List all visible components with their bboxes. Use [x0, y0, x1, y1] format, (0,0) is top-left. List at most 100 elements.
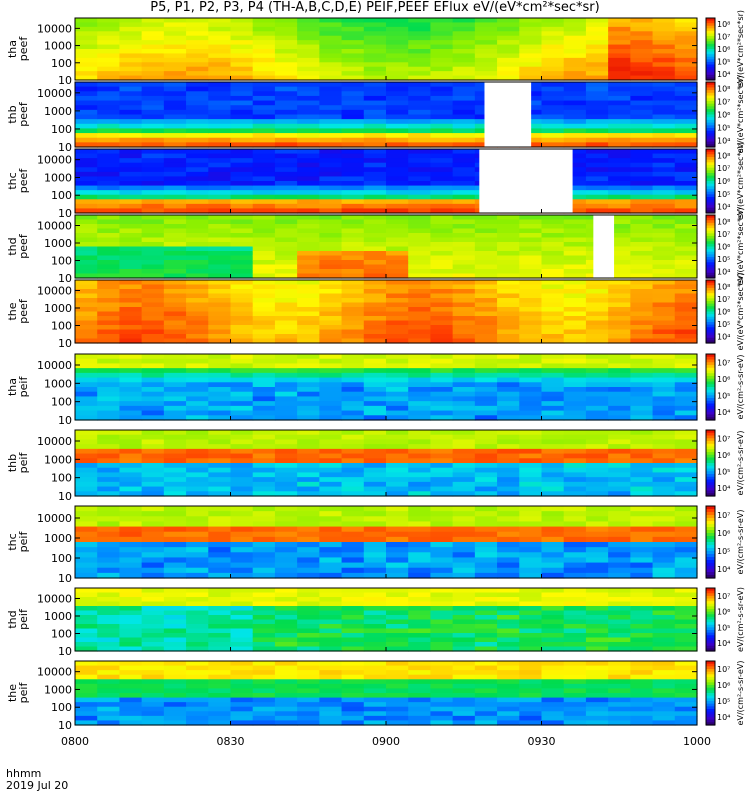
- heatmap-cell: [652, 415, 676, 421]
- heatmap-cell: [297, 683, 320, 690]
- heatmap-cell: [252, 162, 276, 168]
- heatmap-cell: [341, 26, 365, 32]
- heatmap-cell: [497, 382, 520, 388]
- heatmap-cell: [674, 670, 698, 676]
- heatmap-cell: [341, 715, 365, 722]
- heatmap-cell: [630, 208, 654, 214]
- heatmap-cell: [563, 706, 587, 712]
- heatmap-cell: [274, 511, 298, 517]
- heatmap-cell: [674, 674, 698, 680]
- heatmap-cell: [541, 391, 565, 398]
- heatmap-cell: [97, 531, 121, 538]
- heatmap-cell: [608, 467, 631, 474]
- heatmap-cell: [430, 255, 454, 261]
- heatmap-cell: [474, 448, 498, 455]
- heatmap-cell: [297, 511, 320, 517]
- y-axis-label: thc: [6, 533, 19, 550]
- heatmap-cell: [119, 22, 143, 28]
- heatmap-cell: [563, 711, 587, 717]
- heatmap-cell: [563, 251, 587, 257]
- heatmap-cell: [452, 606, 476, 612]
- heatmap-cell: [319, 477, 343, 483]
- x-tick-label: 0830: [217, 735, 245, 748]
- heatmap-cell: [341, 415, 365, 421]
- heatmap-cell: [186, 237, 209, 243]
- y-axis-label: thc: [6, 172, 19, 189]
- heatmap-cell: [75, 646, 98, 652]
- heatmap-cell: [630, 430, 654, 436]
- heatmap-cell: [563, 44, 587, 50]
- heatmap-cell: [519, 228, 543, 234]
- heatmap-cell: [430, 683, 454, 690]
- heatmap-cell: [563, 53, 587, 59]
- heatmap-cell: [630, 536, 654, 543]
- heatmap-cell: [630, 329, 654, 335]
- colorbar-tick-label: 10⁷: [717, 434, 730, 443]
- colorbar-cell: [706, 530, 715, 534]
- heatmap-cell: [186, 105, 209, 111]
- heatmap-cell: [585, 597, 609, 603]
- heatmap-cell: [297, 567, 320, 574]
- heatmap-cell: [563, 284, 587, 290]
- heatmap-cell: [141, 597, 165, 603]
- heatmap-cell: [674, 610, 698, 616]
- heatmap-cell: [252, 100, 276, 106]
- heatmap-cell: [119, 665, 143, 671]
- heatmap-cell: [252, 363, 276, 369]
- heatmap-cell: [341, 506, 365, 512]
- heatmap-cell: [208, 284, 232, 290]
- heatmap-cell: [430, 477, 454, 483]
- heatmap-cell: [297, 391, 320, 398]
- heatmap-cell: [674, 536, 698, 543]
- colorbar-cell: [706, 207, 715, 211]
- heatmap-cell: [519, 396, 543, 402]
- heatmap-cell: [341, 572, 365, 579]
- heatmap-cell: [208, 472, 232, 478]
- heatmap-cell: [97, 661, 121, 667]
- heatmap-cell: [75, 320, 98, 326]
- heatmap-cell: [319, 316, 343, 322]
- heatmap-cell: [363, 715, 387, 722]
- heatmap-cell: [119, 410, 143, 416]
- heatmap-cell: [452, 665, 476, 671]
- heatmap-cell: [230, 516, 254, 523]
- heatmap-cell: [341, 190, 365, 196]
- colorbar-cell: [706, 512, 715, 516]
- heatmap-cell: [75, 293, 98, 299]
- heatmap-cell: [608, 91, 631, 97]
- heatmap-cell: [408, 185, 432, 191]
- heatmap-cell: [274, 105, 298, 111]
- heatmap-cell: [630, 401, 654, 407]
- heatmap-cell: [363, 114, 387, 120]
- heatmap-cell: [230, 683, 254, 690]
- colorbar-cell: [706, 441, 715, 445]
- heatmap-cell: [408, 203, 432, 210]
- heatmap-cell: [186, 486, 209, 492]
- heatmap-cell: [141, 688, 165, 694]
- heatmap-cell: [119, 325, 143, 331]
- colorbar-tick-label: 10⁶: [717, 45, 730, 54]
- heatmap-cell: [386, 453, 409, 459]
- colorbar-cell: [706, 272, 715, 276]
- heatmap-cell: [430, 387, 454, 393]
- heatmap-cell: [363, 720, 387, 726]
- heatmap-cell: [519, 44, 543, 50]
- heatmap-cell: [230, 572, 254, 579]
- heatmap-cell: [674, 255, 698, 261]
- heatmap-cell: [452, 448, 476, 455]
- heatmap-cell: [519, 26, 543, 32]
- heatmap-cell: [319, 511, 343, 517]
- heatmap-cell: [608, 208, 631, 214]
- heatmap-cell: [563, 82, 587, 88]
- heatmap-cell: [297, 109, 320, 116]
- heatmap-cell: [430, 453, 454, 459]
- heatmap-cell: [230, 567, 254, 574]
- heatmap-cell: [452, 536, 476, 543]
- heatmap-cell: [408, 224, 432, 230]
- heatmap-cell: [252, 109, 276, 116]
- heatmap-cell: [652, 289, 676, 295]
- heatmap-cell: [386, 162, 409, 168]
- heatmap-cell: [563, 22, 587, 28]
- heatmap-cell: [297, 142, 320, 148]
- colorbar-label: eV/(cm²-s-sr-eV): [736, 661, 745, 726]
